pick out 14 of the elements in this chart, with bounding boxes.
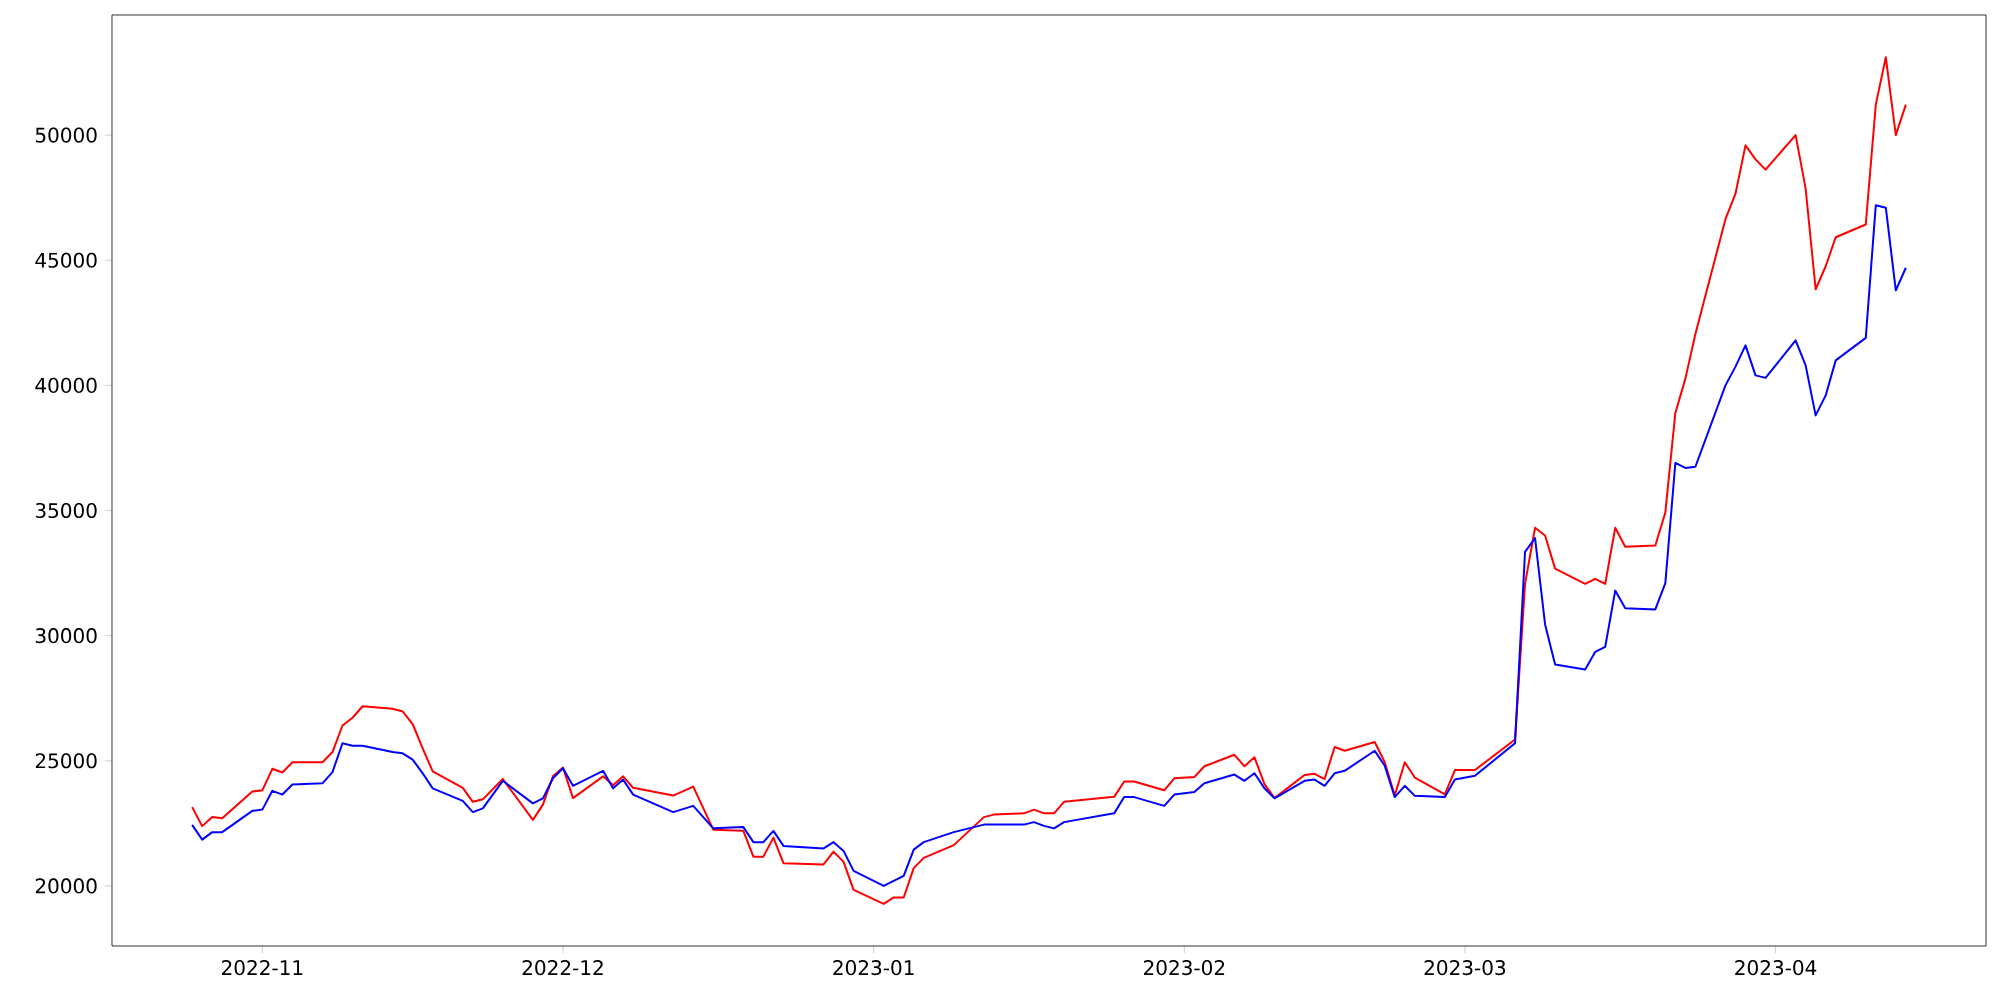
- y-tick-label: 45000: [35, 252, 97, 268]
- y-tick-label: 50000: [35, 127, 97, 143]
- x-tick-label: 2022-12: [522, 960, 603, 976]
- x-tick-label: 2022-11: [222, 960, 303, 976]
- y-tick-label: 35000: [35, 502, 97, 519]
- y-tick-label: 20000: [35, 878, 97, 894]
- y-tick-label: 40000: [35, 377, 97, 393]
- y-tick-label: 25000: [35, 753, 97, 769]
- line-series: [191, 56, 1907, 905]
- y-tick-label: 30000: [35, 628, 97, 644]
- x-tick-label: 2023-02: [1144, 960, 1225, 976]
- x-tick-label: 2023-01: [833, 960, 914, 976]
- x-tick-label: 2023-04: [1735, 960, 1817, 976]
- x-tick-label: 2023-03: [1424, 960, 1506, 976]
